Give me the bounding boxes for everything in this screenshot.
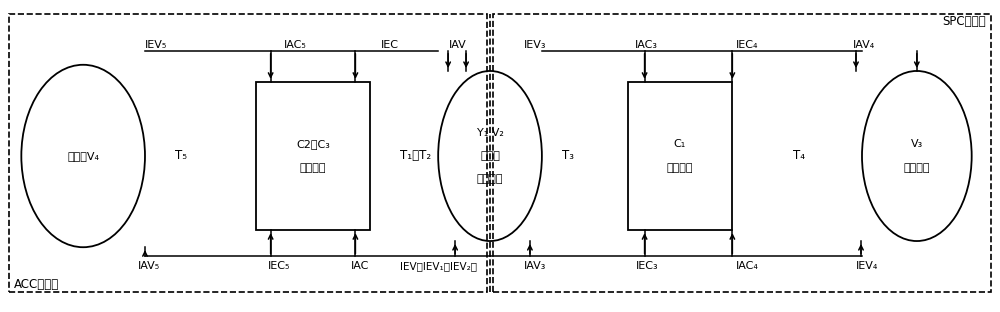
- Text: IAC₅: IAC₅: [284, 40, 307, 50]
- Text: C2和C₃: C2和C₃: [296, 139, 330, 149]
- Text: IAC: IAC: [351, 261, 370, 271]
- Text: C₁: C₁: [674, 139, 686, 149]
- Text: T₃: T₃: [562, 149, 574, 163]
- Bar: [628, 82, 732, 230]
- Text: 累积码V₄: 累积码V₄: [67, 151, 99, 161]
- Text: T₄: T₄: [793, 149, 805, 163]
- Text: IAV₄: IAV₄: [853, 40, 875, 50]
- Text: IEC₅: IEC₅: [267, 261, 290, 271]
- Text: IEC₃: IEC₃: [636, 261, 659, 271]
- Bar: [256, 82, 370, 230]
- Text: SPC检测器: SPC检测器: [942, 15, 986, 28]
- Text: IEV₄: IEV₄: [856, 261, 878, 271]
- Text: T₁、T₂: T₁、T₂: [400, 149, 431, 163]
- Text: IEC₄: IEC₄: [736, 40, 759, 50]
- Text: 校验节点: 校验节点: [667, 163, 693, 173]
- Text: IEV₅: IEV₅: [145, 40, 167, 50]
- Text: 单校验码: 单校验码: [904, 163, 930, 173]
- Text: IEV₃: IEV₃: [524, 40, 546, 50]
- Text: T₅: T₅: [175, 149, 187, 163]
- Text: ACC检测器: ACC检测器: [14, 277, 60, 290]
- Text: IAC₃: IAC₃: [635, 40, 658, 50]
- Text: IEC: IEC: [381, 40, 399, 50]
- Text: Y₁ V₂: Y₁ V₂: [477, 128, 503, 138]
- Text: IEV（IEV₁，IEV₂）: IEV（IEV₁，IEV₂）: [400, 261, 477, 271]
- Text: 信息位变: 信息位变: [477, 174, 503, 184]
- Text: 校验节点: 校验节点: [300, 163, 326, 173]
- Text: V₃: V₃: [911, 139, 923, 149]
- Text: IAV: IAV: [449, 40, 467, 50]
- Text: IAV₅: IAV₅: [138, 261, 160, 271]
- Text: IAC₄: IAC₄: [736, 261, 759, 271]
- Text: 量节点: 量节点: [480, 151, 500, 161]
- Text: IAV₃: IAV₃: [524, 261, 546, 271]
